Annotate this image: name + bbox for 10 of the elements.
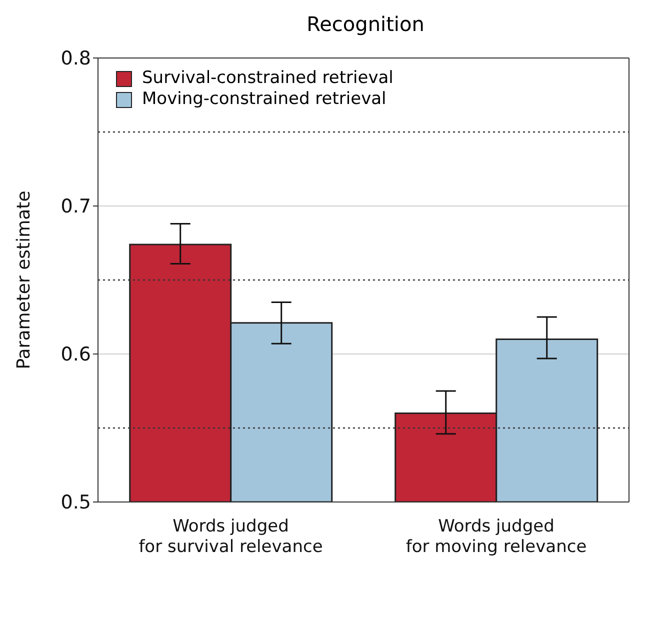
y-tick-label: 0.8 [60,48,91,70]
y-tick-label: 0.5 [60,492,91,514]
legend-label: Survival-constrained retrieval [142,68,394,89]
legend-label: Moving-constrained retrieval [142,89,386,110]
y-tick-label: 0.7 [60,196,91,218]
x-tick-label: Words judged for survival relevance [138,516,323,557]
y-tick-label: 0.6 [60,344,91,366]
x-tick-label: Words judged for moving relevance [406,516,587,557]
chart-title: Recognition [306,11,426,38]
y-axis-title: Parameter estimate [13,190,34,370]
